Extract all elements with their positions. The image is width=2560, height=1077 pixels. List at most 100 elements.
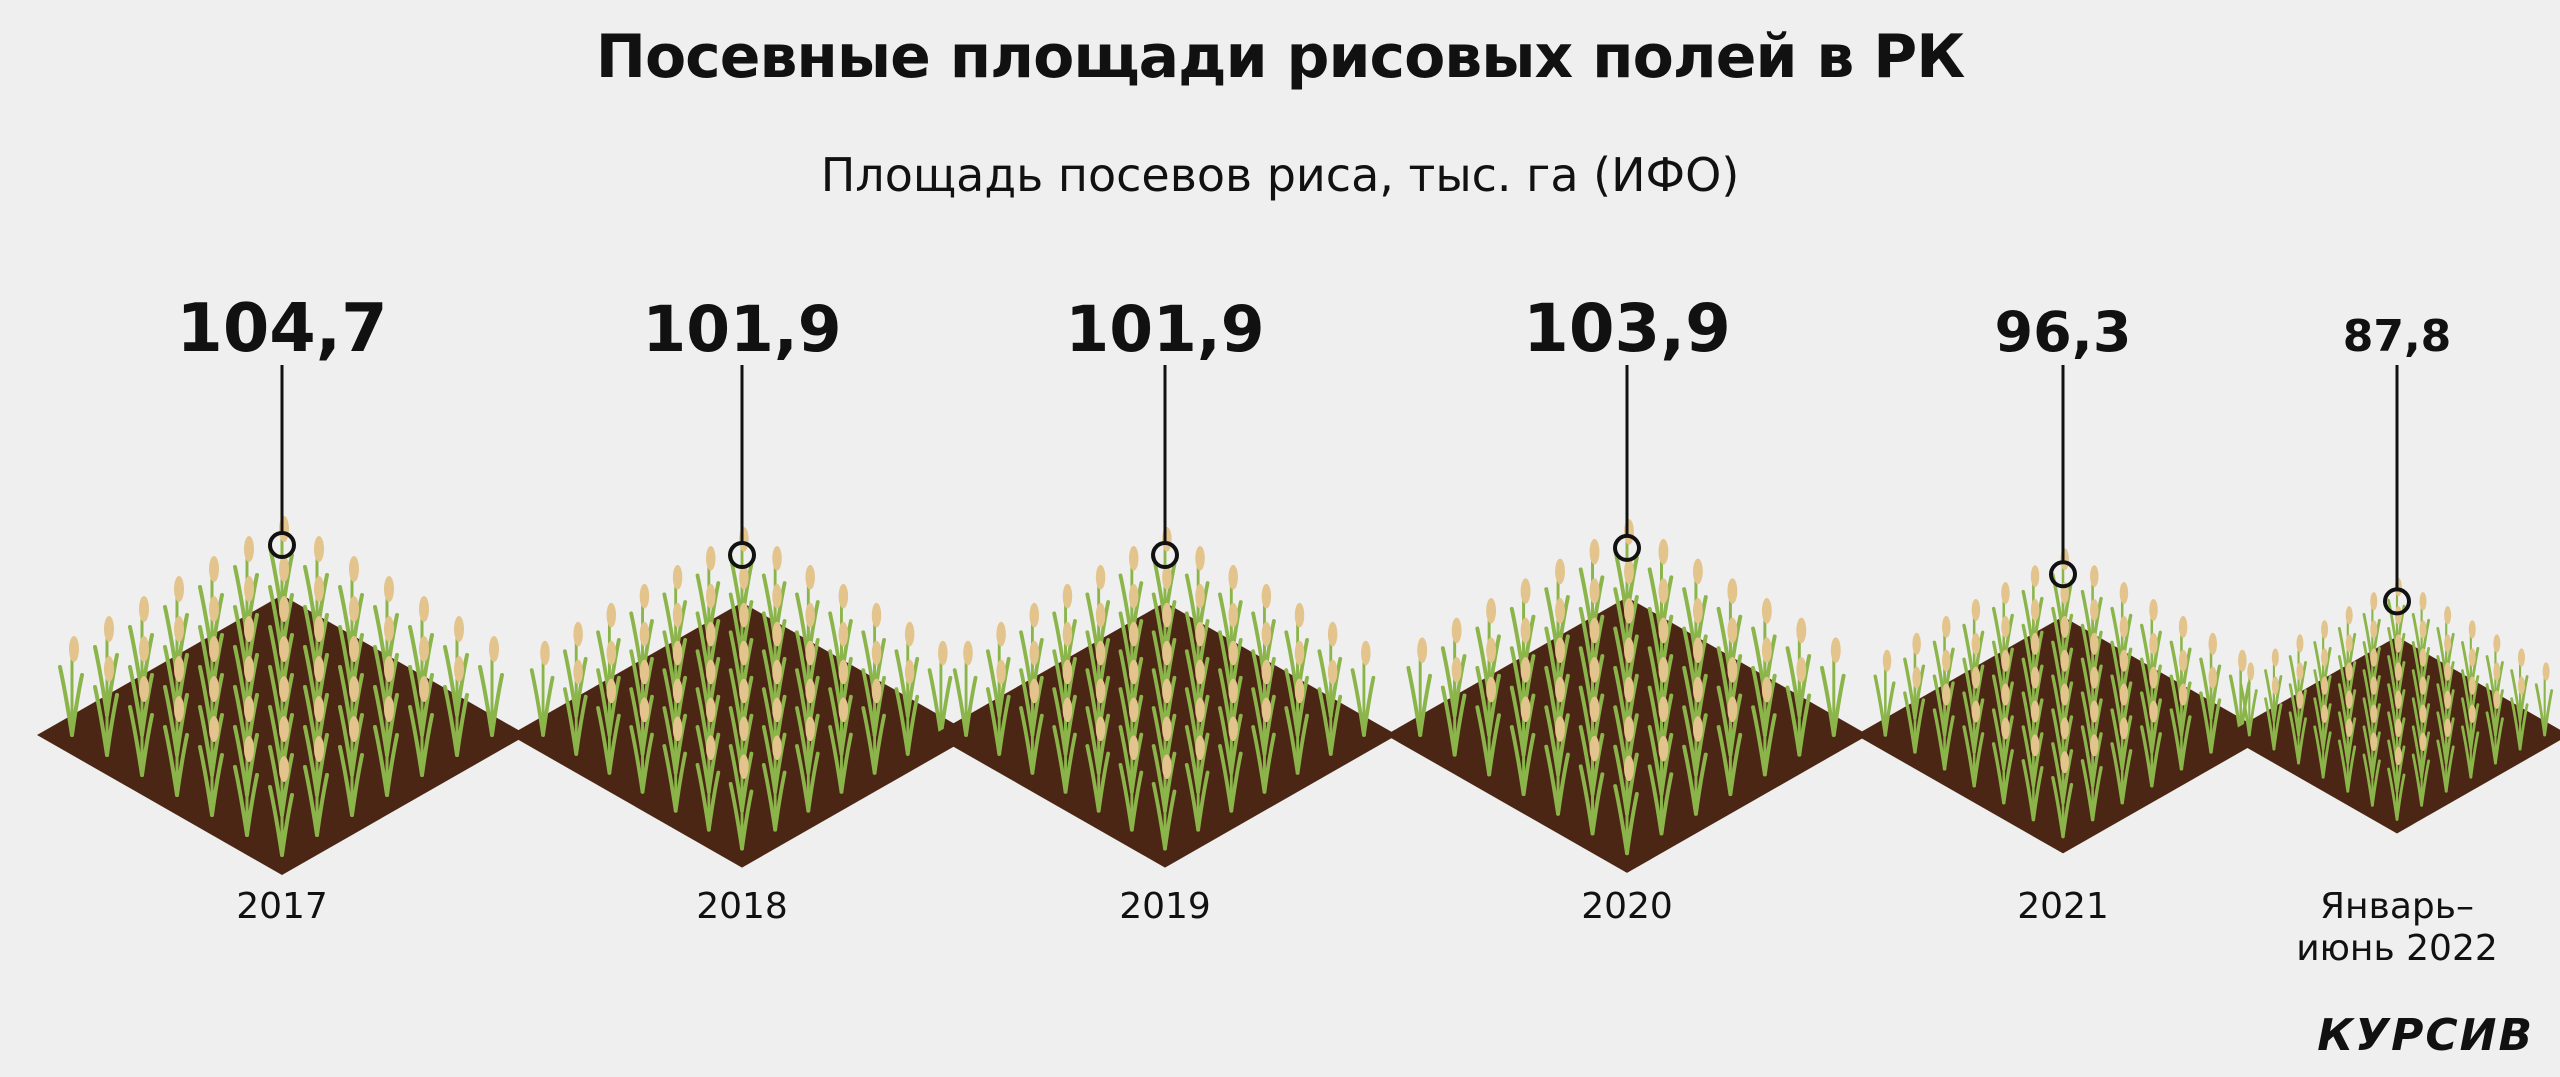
rice-plant [2264, 676, 2283, 751]
rice-plant [828, 697, 853, 794]
rice-plant [128, 676, 154, 777]
value-marker-0 [268, 531, 296, 559]
rice-plant [2199, 666, 2222, 754]
value-label-1: 101,9 [642, 293, 841, 366]
rice-plant [1184, 735, 1210, 832]
rice-plant [2239, 662, 2258, 737]
rice-plant [2337, 718, 2357, 793]
rice-plant [861, 678, 886, 775]
rice-plant [1647, 735, 1674, 836]
field-group-3 [1385, 365, 1869, 873]
rice-plant [1085, 716, 1111, 813]
rice-plant [478, 636, 504, 737]
rice-plant [761, 735, 787, 832]
rice-plant [1716, 696, 1743, 797]
rice-plant [2110, 717, 2133, 805]
value-label-0: 104,7 [176, 289, 387, 367]
rice-plant [1151, 754, 1177, 851]
field-group-5 [2224, 365, 2560, 834]
value-marker-3 [1613, 533, 1641, 562]
rice-plant [1475, 676, 1501, 777]
rice-plant [2139, 700, 2162, 788]
rice-plant [2436, 718, 2455, 793]
rice-plant [2485, 690, 2504, 765]
rice-plant [1613, 755, 1639, 856]
value-label-5: 87,8 [2343, 311, 2452, 362]
category-label-5-line-1: июнь 2022 [2296, 928, 2498, 969]
rice-plant [2411, 732, 2431, 807]
rice-plant [1440, 657, 1467, 757]
chart-subtitle: Площадь посевов риса, тыс. га (ИФО) [820, 148, 1740, 202]
rice-plant [1991, 717, 2014, 805]
rice-plant [728, 754, 754, 851]
rice-plant [927, 640, 953, 737]
rice-plant [2051, 751, 2074, 839]
rice-plant [1751, 676, 1777, 777]
rice-plant [1578, 735, 1605, 836]
rice-plant [1682, 716, 1708, 816]
rice-plant [2460, 704, 2480, 779]
category-label-5-line-0: Январь– [2320, 886, 2474, 927]
rice-plant [2288, 690, 2307, 765]
category-label-4: 2021 [2017, 886, 2109, 927]
rice-plant [795, 716, 820, 813]
rice-plant [662, 602, 688, 700]
rice-plant [2169, 683, 2192, 771]
category-label-1: 2018 [696, 886, 788, 927]
value-label-2: 101,9 [1065, 293, 1264, 366]
category-label-2: 2019 [1119, 886, 1211, 927]
rice-plant [1251, 697, 1276, 794]
rice-plant [268, 756, 294, 857]
rice-plant [1544, 716, 1570, 816]
field-group-4 [1855, 365, 2271, 854]
value-label-3: 103,9 [1523, 291, 1731, 367]
rice-plant [1962, 700, 1985, 788]
value-marker-4 [2049, 560, 2077, 589]
rice-plant [303, 736, 329, 837]
rice-plant [1932, 683, 1955, 771]
rice-plant [894, 659, 920, 756]
rice-plant [1350, 640, 1376, 737]
rice-plant [2510, 676, 2529, 751]
rice-plant [952, 640, 978, 737]
rice-plant [1019, 678, 1044, 775]
rice-plant [1873, 649, 1896, 737]
rice-plant [198, 716, 224, 817]
rice-plant [1317, 659, 1343, 756]
rice-plant [2021, 734, 2044, 822]
field-group-1 [509, 365, 975, 868]
rice-plant [1118, 735, 1144, 832]
rice-plant [373, 696, 399, 797]
rice-plant [596, 678, 621, 775]
rice-plant [985, 659, 1011, 756]
rice-plant [529, 640, 555, 737]
rice-plant [1218, 716, 1243, 813]
rice-plant [695, 735, 721, 832]
rice-plant [1785, 657, 1812, 757]
rice-plant [2387, 746, 2406, 821]
category-label-0: 2017 [236, 886, 328, 927]
value-label-4: 96,3 [1995, 300, 2132, 365]
field-group-0 [37, 365, 527, 875]
rice-plant [562, 659, 588, 756]
rice-plant [443, 656, 469, 757]
rice-plant [1284, 678, 1309, 775]
rice-plant [1052, 697, 1077, 794]
rice-plant [233, 736, 259, 837]
rice-plant [1903, 666, 1926, 754]
category-label-3: 2020 [1581, 886, 1673, 927]
rice-plant [662, 716, 688, 813]
rice-plant [2080, 734, 2103, 822]
rice-plant [1406, 637, 1433, 737]
field-group-2 [932, 365, 1398, 868]
brand-logo: КУРСИВ [2317, 1010, 2534, 1061]
value-marker-2 [1151, 541, 1179, 570]
rice-plant [93, 656, 119, 757]
rice-plant [2534, 662, 2554, 737]
rice-plant [629, 697, 654, 794]
rice-plant [2313, 704, 2332, 779]
rice-plant [58, 636, 84, 737]
rice-plant [163, 696, 189, 797]
value-marker-5 [2383, 587, 2411, 616]
